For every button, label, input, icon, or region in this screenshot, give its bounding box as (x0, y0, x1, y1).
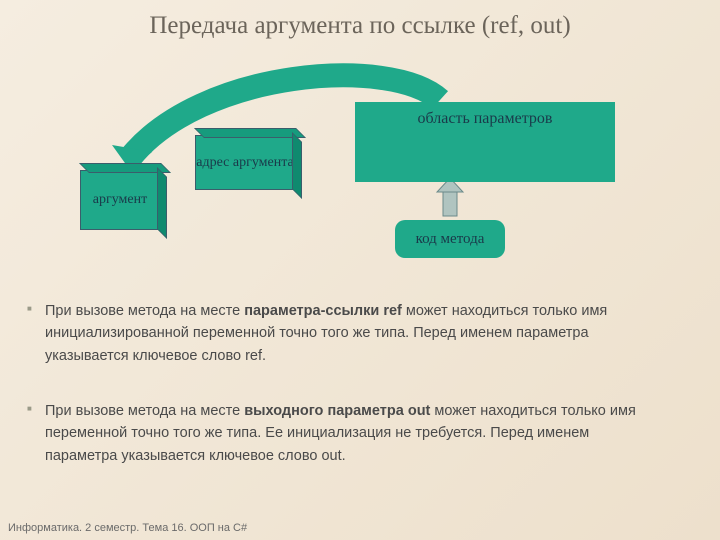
p1-pre: При вызове метода на месте (45, 303, 244, 319)
paragraph-out: При вызове метода на месте выходного пар… (45, 400, 665, 467)
paragraph-ref: При вызове метода на месте параметра-ссы… (45, 300, 665, 367)
p2-bold: выходного параметра out (244, 403, 430, 419)
params-label: область параметров (418, 110, 553, 127)
address-box: адрес аргумента (195, 135, 295, 190)
argument-label: аргумент (93, 192, 147, 208)
address-label: адрес аргумента (196, 155, 293, 171)
p2-pre: При вызове метода на месте (45, 403, 244, 419)
p1-bold: параметра-ссылки ref (244, 303, 402, 319)
slide-title: Передача аргумента по ссылке (ref, out) (0, 0, 720, 40)
params-area-box: область параметров (355, 102, 615, 182)
footer-text: Информатика. 2 семестр. Тема 16. ООП на … (8, 522, 247, 534)
argument-box: аргумент (80, 170, 160, 230)
method-label: код метода (416, 231, 485, 248)
method-code-box: код метода (395, 220, 505, 258)
diagram-area: область параметров адрес аргумента аргум… (0, 60, 720, 280)
